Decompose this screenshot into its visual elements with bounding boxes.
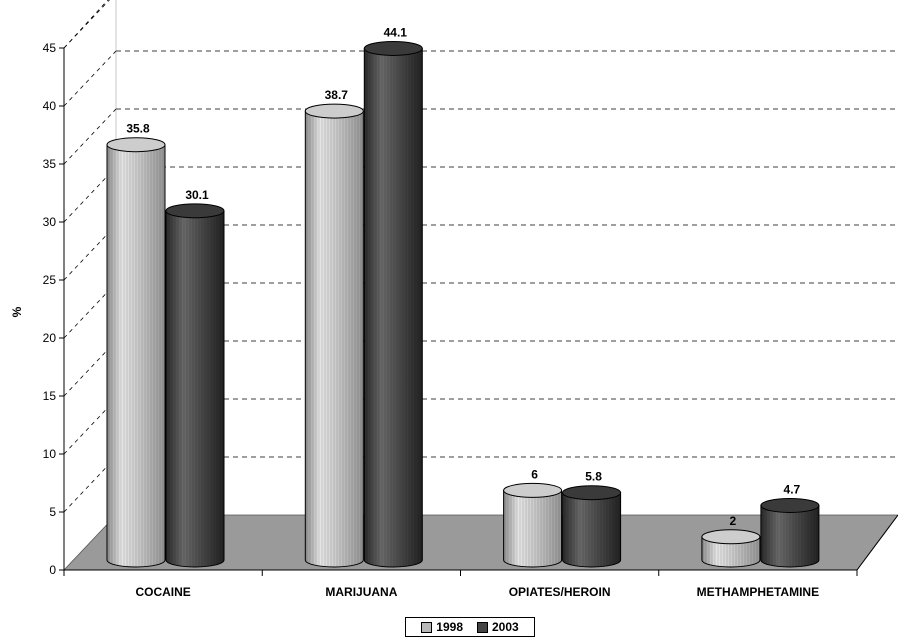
legend-item-2003: 2003 [477,620,519,634]
y-tick-label: 40 [43,99,57,113]
category-label: COCAINE [135,585,190,599]
cylinder-top [562,485,622,501]
y-tick-label: 15 [43,389,57,403]
y-axis-label: % [10,306,24,317]
gridline-diagonal [63,0,110,49]
x-axis: COCAINE MARIJUANA OPIATES/HEROIN METHAMPHET… [63,514,898,599]
data-label: 38.7 [325,88,349,102]
data-label: 5.8 [585,470,602,484]
y-tick-label: 45 [43,41,57,55]
y-tick-label: 25 [43,273,57,287]
cylinder-texture [107,144,165,567]
category-label: MARIJUANA [325,585,397,599]
data-label: 35.8 [126,122,150,136]
legend-swatch-1998 [421,621,433,633]
category-label: METHAMPHETAMINE [697,585,819,599]
cylinder-bar-1998-methamphetamine [701,529,761,568]
floor-edge [856,514,898,571]
cylinder-bar-1998-opiates-heroin [503,482,563,568]
cylinder-texture [701,536,760,567]
y-axis: 0 5 10 15 20 25 30 35 40 45 [43,0,109,577]
cylinder-top [304,103,364,119]
cylinder-texture [503,490,562,567]
cylinder-bar-1998-marijuana [304,103,364,568]
bars [106,40,820,568]
legend-swatch-2003 [477,621,488,633]
legend-label-2003: 2003 [492,620,519,634]
y-tick-label: 10 [43,447,57,461]
data-label: 30.1 [185,188,209,202]
data-labels: 35.8 38.7 6 2 30.1 44.1 5.8 4.7 [126,25,800,527]
gridlines [63,0,898,513]
y-tick-label: 30 [43,215,57,229]
y-tick-label: 0 [49,563,56,577]
data-label: 6 [531,467,538,481]
cylinder-bar-2003-methamphetamine [760,497,820,568]
data-label: 44.1 [384,25,408,39]
cylinder-top [106,137,166,153]
cylinder-texture [562,492,621,567]
cylinder-bar-2003-cocaine [165,203,225,568]
cylinder-bar-1998-cocaine [106,137,166,568]
y-tick-label: 20 [43,331,57,345]
cylinder-bar-2003-marijuana [363,40,423,568]
cylinder-top [701,529,761,545]
data-label: 4.7 [784,482,801,496]
cylinder-texture [760,505,819,567]
cylinder-top [760,497,820,513]
y-tick-label: 5 [49,505,56,519]
data-label: 2 [730,514,737,528]
legend: 1998 2003 [405,617,535,637]
gridline-diagonal [63,50,117,107]
cylinder-texture [364,48,423,567]
category-label: OPIATES/HEROIN [509,585,611,599]
legend-label-1998: 1998 [436,620,463,634]
y-tick-label: 35 [43,157,57,171]
cylinder-top [363,40,423,56]
gridline-diagonal [63,0,109,49]
cylinder-texture [166,210,224,567]
cylinder-bar-2003-opiates-heroin [562,485,622,568]
cylinder-top [503,482,563,498]
cylinder-top [165,203,225,219]
cylinder-texture [305,111,364,567]
legend-item-1998: 1998 [421,620,463,634]
